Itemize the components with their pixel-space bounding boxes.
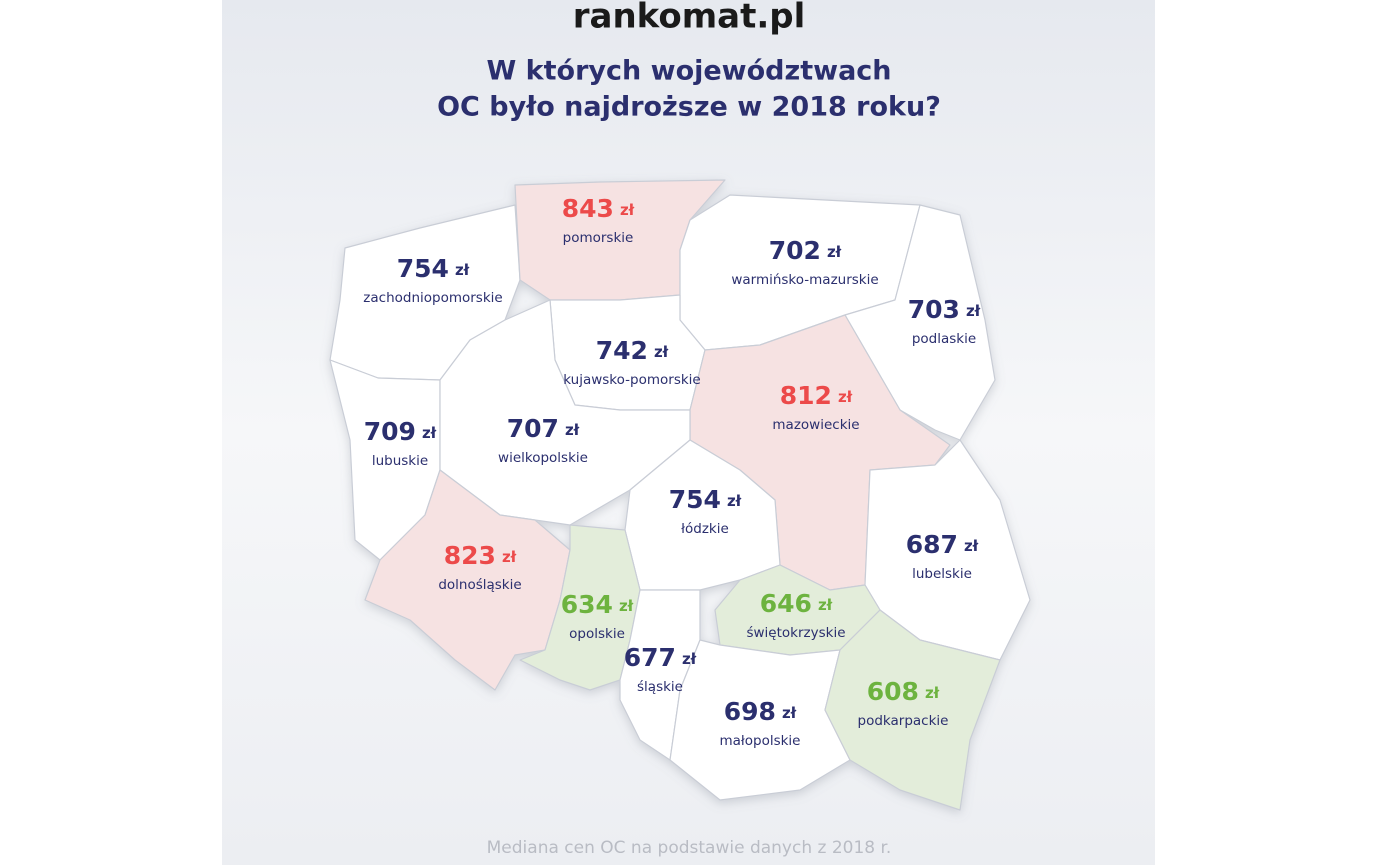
region-shape xyxy=(844,204,996,441)
value-number: 634 xyxy=(561,590,613,619)
region-name: warmińsko-mazurskie xyxy=(731,272,878,288)
region-name: lubuskie xyxy=(372,453,428,469)
region-name: kujawsko-pomorskie xyxy=(563,372,700,388)
currency: zł xyxy=(964,537,979,555)
region-name: małopolskie xyxy=(719,733,800,749)
region-value: 703 zł xyxy=(908,295,981,324)
logo: rankomat.pl xyxy=(573,0,806,37)
region-value: 754 zł xyxy=(397,254,470,283)
value-number: 754 xyxy=(669,485,721,514)
footer-note: Mediana cen OC na podstawie danych z 201… xyxy=(487,838,892,858)
map xyxy=(329,179,1031,811)
region-name: zachodniopomorskie xyxy=(363,290,502,306)
value-number: 703 xyxy=(908,295,960,324)
currency: zł xyxy=(654,343,669,361)
currency: zł xyxy=(422,424,437,442)
value-number: 823 xyxy=(444,541,496,570)
currency: zł xyxy=(827,243,842,261)
region-value: 646 zł xyxy=(760,589,833,618)
region-value: 634 zł xyxy=(561,590,634,619)
region-value: 687 zł xyxy=(906,530,979,559)
currency: zł xyxy=(565,421,580,439)
region-name: pomorskie xyxy=(563,230,634,246)
region-name: wielkopolskie xyxy=(498,450,588,466)
region-value: 698 zł xyxy=(724,697,797,726)
value-number: 702 xyxy=(769,236,821,265)
region-name: podlaskie xyxy=(912,331,976,347)
region-name: świętokrzyskie xyxy=(746,625,845,641)
region-value: 843 zł xyxy=(562,194,635,223)
value-number: 707 xyxy=(507,414,559,443)
currency: zł xyxy=(619,597,634,615)
value-number: 687 xyxy=(906,530,958,559)
value-number: 608 xyxy=(867,677,919,706)
region-name: łódzkie xyxy=(681,521,729,537)
region-shape xyxy=(619,589,701,761)
region-value: 702 zł xyxy=(769,236,842,265)
region-value: 754 zł xyxy=(669,485,742,514)
value-number: 742 xyxy=(596,336,648,365)
region-value: 823 zł xyxy=(444,541,517,570)
currency: zł xyxy=(682,650,697,668)
region-name: opolskie xyxy=(569,626,625,642)
region-name: dolnośląskie xyxy=(438,577,521,593)
currency: zł xyxy=(455,261,470,279)
region-name: mazowieckie xyxy=(772,417,859,433)
region-value: 707 zł xyxy=(507,414,580,443)
currency: zł xyxy=(838,388,853,406)
title-line: W których województwach xyxy=(486,56,891,87)
value-number: 646 xyxy=(760,589,812,618)
value-number: 698 xyxy=(724,697,776,726)
value-number: 677 xyxy=(624,643,676,672)
currency: zł xyxy=(620,201,635,219)
currency: zł xyxy=(502,548,517,566)
region-name: śląskie xyxy=(637,679,683,695)
value-number: 843 xyxy=(562,194,614,223)
title-line: OC było najdroższe w 2018 roku? xyxy=(437,92,941,123)
currency: zł xyxy=(966,302,981,320)
currency: zł xyxy=(925,684,940,702)
region-name: podkarpackie xyxy=(858,713,949,729)
region-shape xyxy=(824,609,1001,811)
region-value: 677 zł xyxy=(624,643,697,672)
region-shape xyxy=(519,524,641,691)
currency: zł xyxy=(782,704,797,722)
region-value: 608 zł xyxy=(867,677,940,706)
region-name: lubelskie xyxy=(912,566,972,582)
region-value: 742 zł xyxy=(596,336,669,365)
region-value: 709 zł xyxy=(364,417,437,446)
value-number: 754 xyxy=(397,254,449,283)
value-number: 709 xyxy=(364,417,416,446)
currency: zł xyxy=(818,596,833,614)
value-number: 812 xyxy=(780,381,832,410)
region-value: 812 zł xyxy=(780,381,853,410)
currency: zł xyxy=(727,492,742,510)
